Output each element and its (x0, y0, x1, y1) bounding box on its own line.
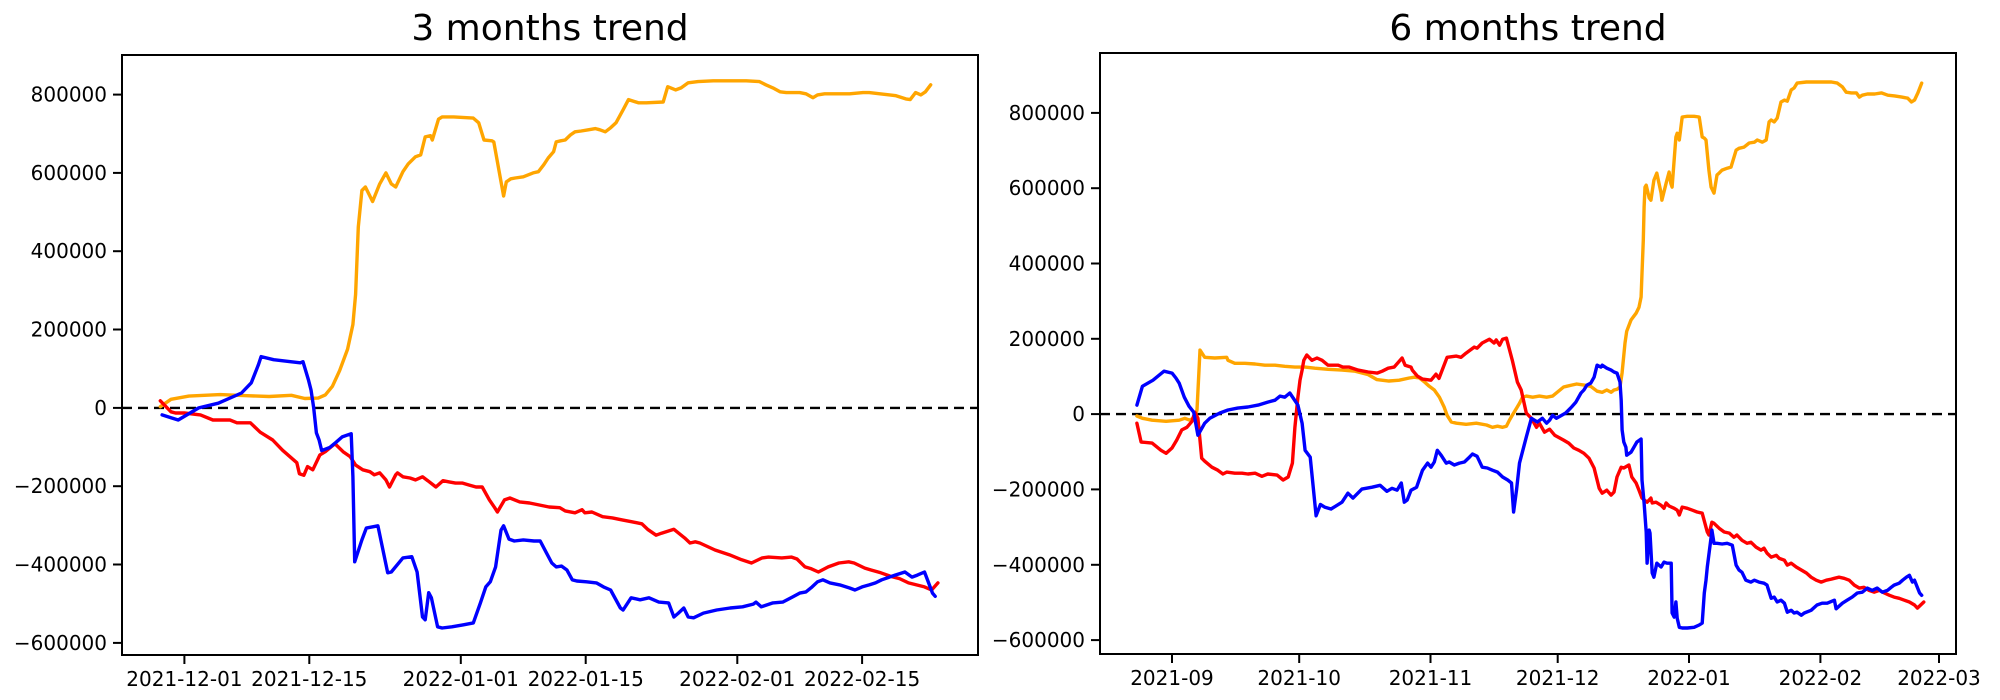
y-tick-label: 200000 (1009, 327, 1085, 351)
chart-title-6-months: 6 months trend (1389, 8, 1667, 49)
plot-frame (121, 54, 979, 656)
y-tick-label: 600000 (31, 161, 107, 185)
x-tick-label: 2022-02-15 (804, 667, 920, 691)
y-tick-label: −200000 (992, 477, 1085, 501)
orange-line (1135, 80, 1924, 429)
x-tick-label: 2022-01-01 (403, 667, 519, 691)
y-tick-label: −600000 (14, 631, 107, 655)
chart-title-3-months: 3 months trend (411, 8, 689, 49)
y-tick-label: 800000 (1009, 101, 1085, 125)
y-tick-label: 600000 (1009, 176, 1085, 200)
x-tick-label: 2021-10 (1257, 666, 1341, 690)
chart-right: 800000 600000 400000 200000 0 −200000 −400000 −… (992, 52, 1981, 690)
x-tick-label: 2021-12-15 (251, 667, 367, 691)
y-tick-label: 0 (1072, 402, 1085, 426)
red-line (1135, 336, 1926, 610)
x-tick-label: 2022-02 (1779, 666, 1863, 690)
y-tick-label: −600000 (992, 628, 1085, 652)
x-tick-label: 2021-12 (1516, 666, 1600, 690)
y-tick-label: 400000 (1009, 252, 1085, 276)
y-tick-label: −400000 (14, 553, 107, 577)
y-tick-label: 0 (94, 396, 107, 420)
y-tick-label: −400000 (992, 553, 1085, 577)
x-tick-label: 2022-02-01 (679, 667, 795, 691)
blue-line (1135, 363, 1924, 630)
chart-left: 800000 600000 400000 200000 0 −200000 −400000 −… (14, 54, 979, 691)
x-tick-label: 2021-09 (1130, 666, 1214, 690)
y-tick-label: 400000 (31, 239, 107, 263)
red-line (158, 399, 940, 592)
x-tick-label: 2021-12-01 (126, 667, 242, 691)
y-tick-label: −200000 (14, 474, 107, 498)
orange-line (158, 79, 933, 409)
x-tick-label: 2021-11 (1389, 666, 1473, 690)
y-tick-label: 800000 (31, 83, 107, 107)
x-tick-label: 2022-01-15 (528, 667, 644, 691)
plot-frame (1099, 52, 1957, 655)
x-tick-label: 2022-01 (1647, 666, 1731, 690)
blue-line (160, 354, 937, 630)
x-tick-label: 2022-03 (1897, 666, 1981, 690)
y-tick-label: 200000 (31, 318, 107, 342)
